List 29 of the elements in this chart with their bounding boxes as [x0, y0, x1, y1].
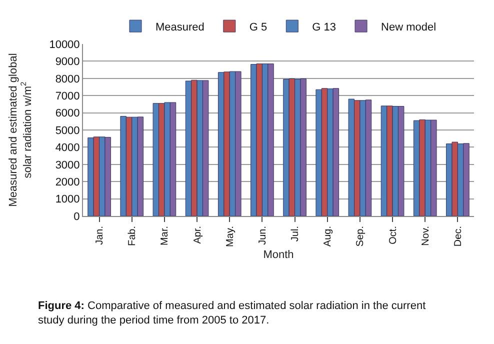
y-tick-label: 4000	[55, 142, 80, 154]
caption: Figure 4: Comparative of measured and estimated solar radiation in the current study during the period time from 2005 to 2017.	[38, 300, 426, 326]
x-tick-label: May.	[224, 226, 236, 247]
legend-label: New model	[381, 21, 436, 34]
legend-label: G 13	[312, 21, 336, 34]
x-tick-label: Fab.	[127, 226, 138, 246]
x-tick-label: Jun.	[257, 226, 268, 245]
legend-label: G 5	[249, 21, 268, 34]
y-tick-label: 5000	[55, 124, 80, 137]
y-tick-label: 8000	[55, 73, 80, 86]
x-tick-label: Nov.	[420, 226, 432, 246]
y-tick-label: 3000	[55, 159, 80, 172]
x-tick-label: Aug.	[322, 226, 334, 247]
y-tick-label: 9000	[55, 56, 80, 68]
x-tick-label: Sep.	[355, 226, 366, 247]
y-tick-label: 6000	[55, 108, 80, 120]
x-tick-label: Oct.	[388, 226, 399, 244]
x-tick-label: Dec.	[452, 226, 464, 247]
y-tick-label: 7000	[55, 90, 80, 102]
y-tick-label: 2000	[55, 176, 80, 188]
x-tick-label: Jul.	[290, 226, 302, 242]
x-tick-label: Apr.	[192, 226, 204, 244]
x-axis-title: Month	[263, 249, 294, 262]
legend-label: Measured	[156, 21, 204, 34]
y-tick-label: 0	[74, 210, 80, 223]
x-tick-label: Jan.	[94, 226, 106, 245]
y-tick-label: 10000	[49, 38, 80, 51]
x-tick-label: Mar.	[160, 226, 171, 246]
y-tick-label: 1000	[55, 194, 80, 206]
